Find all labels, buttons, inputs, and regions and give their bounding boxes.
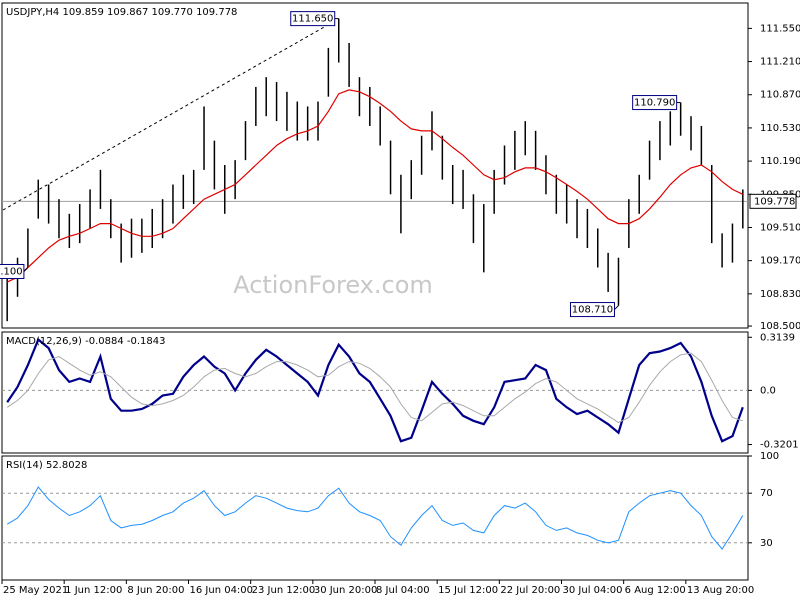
y-tick-label: 110.870 (760, 90, 800, 101)
x-tick-label: 8 Jun 20:00 (127, 585, 184, 596)
moving-average (6, 89, 744, 283)
annotation-box (632, 95, 678, 111)
annotation-label: 109.100 (0, 266, 23, 277)
x-tick-label: 15 Jul 12:00 (438, 585, 498, 596)
y-tick-label: 111.550 (760, 23, 800, 34)
annotation-label: 108.710 (572, 305, 613, 316)
y-tick-label: -0.3201 (760, 440, 799, 451)
annotation-box (569, 302, 615, 318)
last-price-box (749, 193, 797, 209)
x-tick-label: 30 Jun 20:00 (314, 585, 378, 596)
series-line (6, 486, 744, 550)
y-tick-label: 100 (760, 451, 779, 462)
annotation-leader (23, 267, 29, 272)
series-line (6, 352, 743, 424)
y-tick-label: 0.0 (760, 385, 776, 396)
series-line (6, 337, 744, 443)
x-tick-label: 1 Jun 12:00 (65, 585, 122, 596)
y-tick-label: 110.530 (760, 123, 800, 134)
x-tick-label: 23 Jun 12:00 (252, 585, 316, 596)
x-tick-label: 8 Jul 04:00 (376, 585, 430, 596)
annotation-leader (614, 305, 619, 310)
y-tick-label: 111.210 (760, 57, 800, 68)
last-price-label: 109.778 (754, 196, 795, 207)
x-tick-label: 25 May 2021 (3, 585, 68, 596)
y-tick-label: 0.3139 (760, 332, 795, 343)
x-tick-label: 13 Aug 20:00 (687, 585, 754, 596)
panel-title: RSI(14) 52.8028 (6, 460, 87, 471)
x-tick-label: 22 Jul 20:00 (500, 585, 560, 596)
annotation-box (0, 263, 25, 279)
y-tick-label: 109.170 (760, 256, 800, 267)
annotation-label: 110.790 (634, 98, 675, 109)
y-tick-label: 108.830 (760, 289, 800, 300)
watermark: ActionForex.com (233, 271, 433, 299)
x-tick-label: 30 Jul 04:00 (563, 585, 623, 596)
y-tick-label: 110.190 (760, 156, 800, 167)
x-tick-label: 16 Jun 04:00 (190, 585, 254, 596)
panel-title: MACD(12,26,9) -0.0884 -0.1843 (6, 336, 166, 347)
panel-title: USDJPY,H4 109.859 109.867 109.770 109.77… (6, 7, 237, 18)
y-tick-label: 109.510 (760, 222, 800, 233)
y-tick-label: 30 (760, 538, 773, 549)
annotation-box (290, 11, 336, 27)
y-tick-label: 108.500 (760, 321, 800, 332)
x-tick-label: 6 Aug 12:00 (625, 585, 686, 596)
y-tick-label: 70 (760, 488, 773, 499)
annotation-label: 111.650 (292, 14, 333, 25)
